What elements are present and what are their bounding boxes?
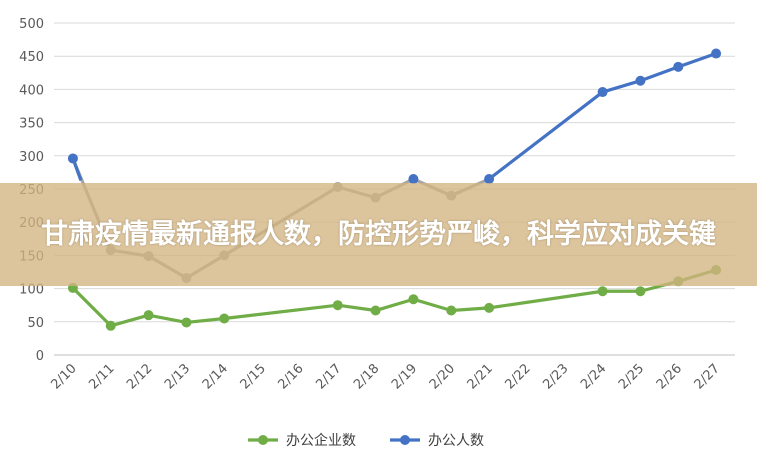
- legend-label: 办公企业数: [286, 432, 356, 449]
- x-tick-label: 2/24: [578, 361, 609, 392]
- data-point-office-companies: [332, 300, 343, 311]
- banner-title: 甘肃疫情最新通报人数，防控形势严峻，科学应对成关键: [41, 218, 716, 250]
- data-point-office-companies: [484, 302, 495, 313]
- x-tick-label: 2/25: [616, 361, 647, 392]
- data-point-office-companies: [370, 305, 381, 316]
- y-tick-label: 500: [19, 17, 44, 32]
- x-tick-label: 2/17: [313, 361, 344, 392]
- x-tick-label: 2/15: [238, 361, 269, 392]
- y-tick-label: 0: [36, 349, 44, 364]
- data-point-office-staff: [711, 48, 722, 59]
- series-line-office-companies: [71, 268, 717, 328]
- x-tick-label: 2/21: [465, 361, 496, 392]
- x-tick-label: 2/19: [389, 361, 420, 392]
- data-point-office-staff: [67, 153, 78, 164]
- legend-label: 办公人数: [428, 433, 484, 449]
- legend: 办公企业数 办公人数: [248, 432, 484, 449]
- x-tick-label: 2/12: [124, 361, 155, 392]
- x-tick-label: 2/18: [351, 361, 382, 392]
- y-tick-label: 400: [19, 83, 44, 98]
- data-point-office-companies: [635, 286, 646, 297]
- data-point-office-companies: [597, 286, 608, 297]
- x-tick-label: 2/27: [692, 361, 723, 392]
- legend-marker: [258, 435, 268, 445]
- data-point-office-companies: [105, 320, 116, 331]
- title-banner: 甘肃疫情最新通报人数，防控形势严峻，科学应对成关键: [0, 183, 757, 286]
- data-point-office-staff: [635, 75, 646, 86]
- y-tick-label: 50: [27, 316, 44, 331]
- data-point-office-staff: [484, 174, 495, 185]
- x-tick-label: 2/14: [200, 361, 231, 392]
- data-point-office-staff: [673, 61, 684, 72]
- x-tick-label: 2/11: [86, 361, 117, 392]
- y-tick-label: 100: [19, 283, 44, 298]
- x-tick-label: 2/22: [502, 361, 533, 392]
- x-tick-label: 2/23: [540, 361, 571, 392]
- data-point-office-companies: [219, 313, 230, 324]
- y-tick-label: 450: [19, 50, 44, 65]
- x-tick-label: 2/20: [427, 361, 458, 392]
- data-point-office-companies: [446, 305, 457, 316]
- y-tick-label: 300: [19, 150, 44, 165]
- data-point-office-staff: [408, 174, 419, 185]
- data-point-office-companies: [143, 310, 154, 321]
- x-tick-label: 2/13: [162, 361, 193, 392]
- data-point-office-companies: [408, 294, 419, 305]
- x-tick-label: 2/16: [275, 361, 306, 392]
- x-tick-label: 2/10: [48, 361, 79, 392]
- data-point-office-companies: [181, 317, 192, 328]
- legend-marker: [400, 435, 410, 445]
- x-axis-ticks: 2/10 2/11 2/12 2/13 2/14 2/15 2/16 2/17 2/18 2/19…: [48, 361, 722, 392]
- data-point-office-staff: [597, 87, 608, 98]
- series-line-office-staff: [488, 52, 717, 181]
- x-tick-label: 2/26: [654, 361, 685, 392]
- y-tick-label: 350: [19, 117, 44, 132]
